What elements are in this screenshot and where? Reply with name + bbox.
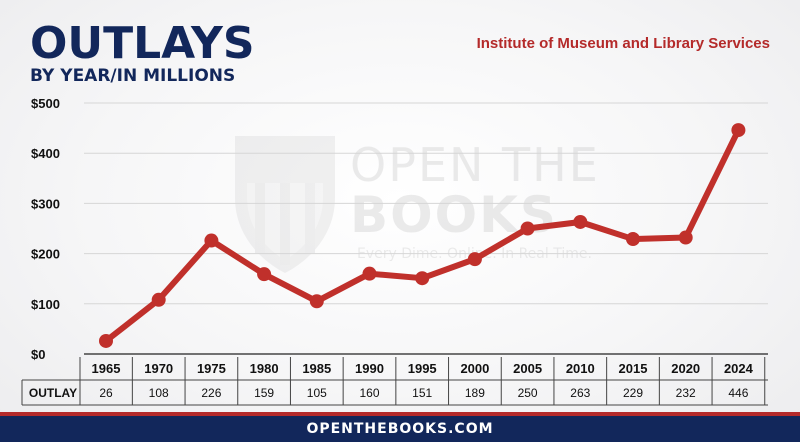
- x-tick-label: 1965: [92, 361, 121, 376]
- x-tick-label: 2010: [566, 361, 595, 376]
- table-value-cell: 250: [518, 386, 538, 400]
- table-value-cell: 151: [412, 386, 432, 400]
- table-value-cell: 446: [728, 386, 748, 400]
- y-tick-label: $400: [31, 146, 60, 161]
- data-point: [520, 221, 535, 236]
- data-point: [731, 123, 746, 138]
- x-tick-label: 1985: [302, 361, 331, 376]
- x-tick-label: 2015: [619, 361, 648, 376]
- data-point: [257, 267, 272, 282]
- table-value-cell: 189: [465, 386, 485, 400]
- data-point: [204, 233, 219, 248]
- table-value-cell: 229: [623, 386, 643, 400]
- y-tick-label: $500: [31, 96, 60, 111]
- agency-name: Institute of Museum and Library Services: [476, 35, 770, 52]
- y-tick-label: $200: [31, 247, 60, 262]
- table-value-cell: 160: [359, 386, 379, 400]
- table-value-cell: 26: [99, 386, 113, 400]
- data-point: [626, 232, 640, 247]
- series-layer: [99, 123, 746, 348]
- data-point: [678, 230, 693, 245]
- y-tick-label: $300: [31, 196, 60, 211]
- table-value-cell: 105: [307, 386, 327, 400]
- page-title: OUTLAYS: [30, 18, 255, 69]
- y-tick-label: $0: [31, 347, 45, 362]
- x-tick-label: 2005: [513, 361, 542, 376]
- data-point: [467, 252, 482, 267]
- x-tick-label: 2024: [724, 361, 754, 376]
- data-point: [309, 294, 324, 309]
- line-chart: $0 $100 $200 $300 $400 $500 1965 26 1970 108 1975…: [21, 96, 768, 406]
- series-line-outlay: [103, 127, 742, 344]
- x-tick-label: 1990: [355, 361, 384, 376]
- footer-stripe: [0, 412, 800, 416]
- data-point: [415, 271, 430, 286]
- y-tick-label: $100: [31, 297, 60, 312]
- table-row-label: OUTLAY: [29, 386, 77, 400]
- table-value-cell: 232: [676, 386, 696, 400]
- x-tick-label: 1980: [250, 361, 279, 376]
- x-tick-label: 1970: [144, 361, 173, 376]
- axis-layer: $0 $100 $200 $300 $400 $500: [31, 96, 60, 362]
- table-value-cell: 263: [570, 386, 590, 400]
- x-tick-label: 2020: [671, 361, 700, 376]
- footer-site-link[interactable]: OPENTHEBOOKS.COM: [306, 421, 494, 437]
- x-tick-label: 1995: [408, 361, 437, 376]
- grid-layer: [84, 102, 768, 355]
- x-tick-label: 2000: [460, 361, 489, 376]
- data-point: [151, 292, 166, 307]
- table-value-cell: 226: [201, 386, 221, 400]
- footer-bar: OPENTHEBOOKS.COM: [0, 416, 800, 442]
- x-tick-label: 1975: [197, 361, 226, 376]
- table-value-cell: 108: [149, 386, 169, 400]
- page-subtitle: BY YEAR/IN MILLIONS: [30, 66, 236, 86]
- data-point: [99, 333, 113, 348]
- data-point: [573, 214, 588, 229]
- data-point: [362, 266, 377, 281]
- table-value-cell: 159: [254, 386, 274, 400]
- data-table: 1965 26 1970 108 1975 226 1980 159 1985 105 1990 16…: [21, 357, 768, 406]
